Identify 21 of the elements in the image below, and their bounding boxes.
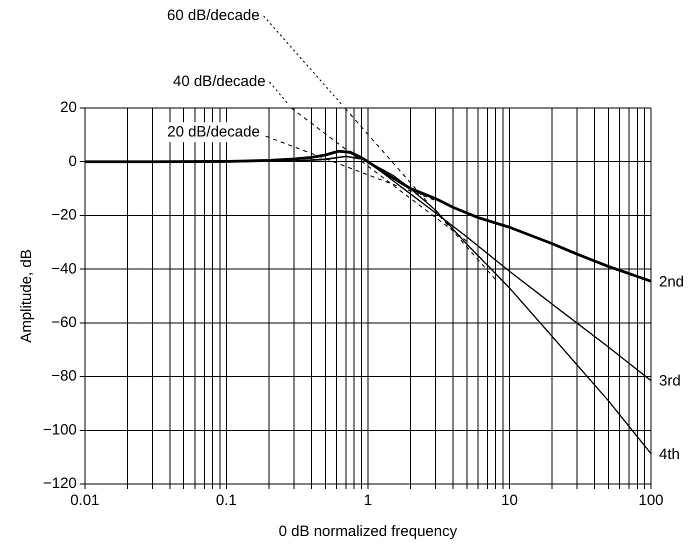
x-tick-label: 1 [364,492,372,510]
x-tick-label: 10 [501,492,518,510]
series-label: 3rd [659,372,681,390]
series-label: 4th [659,446,680,463]
x-tick-label: 0.01 [70,492,100,510]
series-label: 2nd [659,273,684,290]
y-tick-label: 0 [68,152,77,170]
y-tick-label: −40 [51,260,77,278]
y-tick-label: 20 [60,99,77,116]
y-tick-label: −60 [51,314,77,331]
x-tick-label: 0.1 [216,492,237,510]
y-tick-label: −20 [51,206,77,224]
y-tick-label: −120 [42,475,77,492]
annotation: 40 dB/decade [172,73,266,90]
y-tick-label: −80 [51,368,77,385]
annotation: 20 dB/decade [167,123,260,140]
annotation: 60 dB/decade [167,7,260,24]
x-tick-label: 100 [638,492,664,510]
y-axis-title: Amplitude, dB [18,249,36,343]
y-tick-label: −100 [42,421,77,438]
x-axis-title: 0 dB normalized frequency [278,523,458,540]
